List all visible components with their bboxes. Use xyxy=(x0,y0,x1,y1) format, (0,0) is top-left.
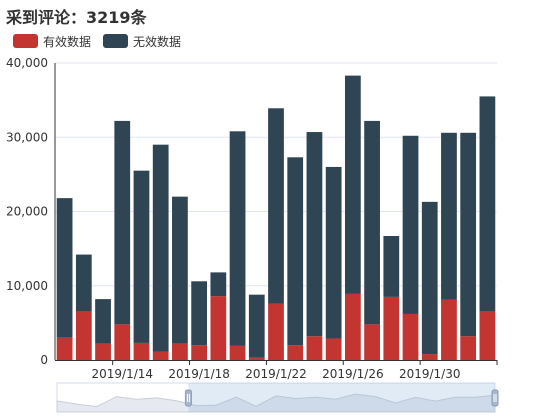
bar-valid[interactable] xyxy=(306,336,323,360)
bar-valid[interactable] xyxy=(152,351,169,360)
bar-valid[interactable] xyxy=(75,310,92,360)
x-tick-label: 2019/1/26 xyxy=(322,367,384,381)
bar-invalid[interactable] xyxy=(210,272,227,297)
legend-label-valid: 有效数据 xyxy=(43,34,92,49)
bar-valid[interactable] xyxy=(172,343,188,360)
bar-valid[interactable] xyxy=(268,303,284,360)
bar-valid[interactable] xyxy=(441,299,457,360)
bar-invalid[interactable] xyxy=(152,144,169,352)
bar-invalid[interactable] xyxy=(75,254,92,311)
bar-invalid[interactable] xyxy=(460,132,477,337)
bar-invalid[interactable] xyxy=(248,294,265,358)
bar-valid[interactable] xyxy=(133,342,150,360)
x-tick-label: 2019/1/18 xyxy=(168,367,230,381)
legend-swatch-invalid xyxy=(103,34,129,48)
bar-valid[interactable] xyxy=(344,293,361,360)
y-tick-label: 0 xyxy=(40,353,48,367)
chart-title: 采到评论：3219条 xyxy=(6,4,147,28)
y-tick-label: 30,000 xyxy=(6,130,48,144)
bar-invalid[interactable] xyxy=(95,299,111,344)
zoom-handle-grip[interactable] xyxy=(491,389,499,407)
y-tick-label: 40,000 xyxy=(6,56,48,70)
bar-invalid[interactable] xyxy=(229,131,246,346)
bar-invalid[interactable] xyxy=(306,132,323,337)
legend-swatch-valid xyxy=(13,34,38,48)
bar-invalid[interactable] xyxy=(441,132,457,300)
bar-invalid[interactable] xyxy=(56,198,73,338)
bar-invalid[interactable] xyxy=(402,135,419,314)
bar-invalid[interactable] xyxy=(114,120,131,325)
bar-valid[interactable] xyxy=(287,345,304,360)
bar-invalid[interactable] xyxy=(133,170,150,343)
zoom-handle-grip[interactable] xyxy=(184,389,192,407)
bar-invalid[interactable] xyxy=(287,157,304,346)
y-tick-label: 20,000 xyxy=(6,205,48,219)
title-suffix: 条 xyxy=(130,8,147,27)
bar-invalid[interactable] xyxy=(383,236,400,297)
bar-valid[interactable] xyxy=(114,324,131,360)
bar-invalid[interactable] xyxy=(172,196,188,344)
title-count: 3219 xyxy=(86,8,131,27)
x-tick-label: 2019/1/22 xyxy=(245,367,307,381)
bar-valid[interactable] xyxy=(210,296,227,360)
x-tick-label: 2019/1/14 xyxy=(91,367,153,381)
bar-valid[interactable] xyxy=(229,345,246,360)
legend-label-invalid: 无效数据 xyxy=(133,34,182,49)
zoom-selection[interactable] xyxy=(188,383,495,412)
zoom-handle-end[interactable] xyxy=(491,389,499,407)
bar-invalid[interactable] xyxy=(191,281,208,346)
bar-invalid[interactable] xyxy=(344,75,361,294)
bar-valid[interactable] xyxy=(460,336,477,360)
legend: 有效数据 无效数据 xyxy=(13,33,193,49)
bar-invalid[interactable] xyxy=(364,120,380,325)
legend-item-valid[interactable]: 有效数据 xyxy=(13,33,91,50)
zoom-preview xyxy=(56,393,496,413)
bar-valid[interactable] xyxy=(191,345,208,360)
title-prefix: 采到评论： xyxy=(6,8,87,27)
legend-item-invalid[interactable]: 无效数据 xyxy=(103,33,181,50)
bar-valid[interactable] xyxy=(56,337,73,360)
y-tick-label: 10,000 xyxy=(6,279,48,293)
bar-invalid[interactable] xyxy=(479,96,496,311)
bar-valid[interactable] xyxy=(325,338,342,360)
bar-valid[interactable] xyxy=(364,324,380,360)
bar-valid[interactable] xyxy=(95,343,111,360)
bar-valid[interactable] xyxy=(383,296,400,360)
bar-valid[interactable] xyxy=(248,357,265,360)
x-tick-label: 2019/1/30 xyxy=(399,367,461,381)
bar-valid[interactable] xyxy=(402,313,419,360)
bar-invalid[interactable] xyxy=(421,201,438,355)
bar-invalid[interactable] xyxy=(325,166,342,339)
zoom-handle-start[interactable] xyxy=(184,389,192,407)
bar-invalid[interactable] xyxy=(268,108,284,304)
bar-valid[interactable] xyxy=(479,310,496,360)
bar-valid[interactable] xyxy=(421,354,438,360)
